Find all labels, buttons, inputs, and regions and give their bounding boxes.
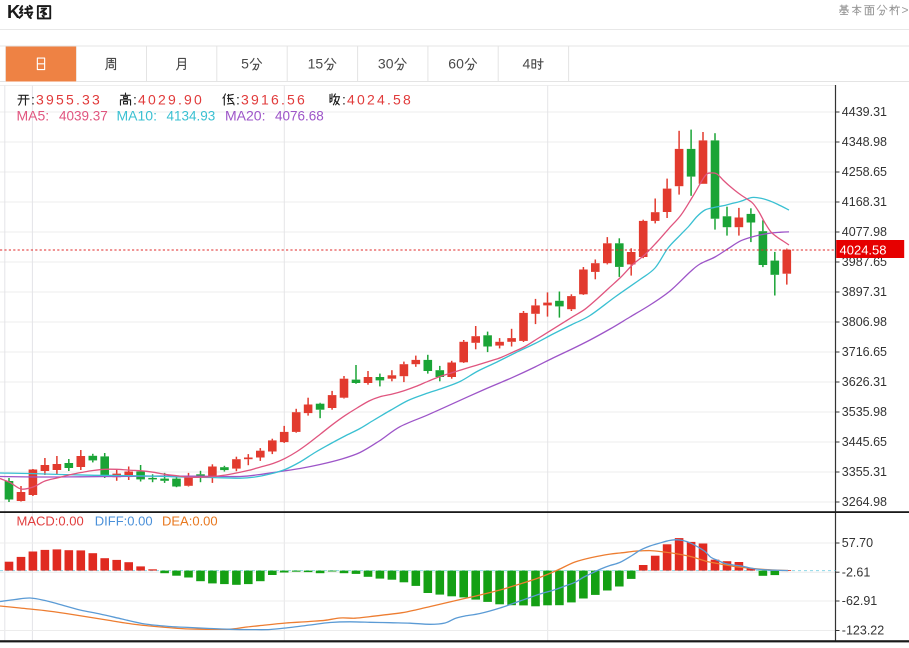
svg-text:3445.65: 3445.65 <box>842 435 887 449</box>
svg-text:4039.37: 4039.37 <box>59 109 108 124</box>
svg-text:-123.22: -123.22 <box>842 624 884 638</box>
svg-text:4348.98: 4348.98 <box>842 135 887 149</box>
svg-text:4439.31: 4439.31 <box>842 105 887 119</box>
svg-text:3806.98: 3806.98 <box>842 315 887 329</box>
svg-text:57.70: 57.70 <box>842 536 873 550</box>
svg-text:3535.98: 3535.98 <box>842 405 887 419</box>
svg-text:3916.56: 3916.56 <box>241 92 307 108</box>
svg-text:4168.31: 4168.31 <box>842 195 887 209</box>
svg-text:3264.98: 3264.98 <box>842 495 887 509</box>
svg-text:4077.98: 4077.98 <box>842 225 887 239</box>
svg-text:-62.91: -62.91 <box>842 594 877 608</box>
svg-text:3716.65: 3716.65 <box>842 345 887 359</box>
svg-text:MACD:0.00: MACD:0.00 <box>17 514 84 529</box>
svg-text:4029.90: 4029.90 <box>138 92 204 108</box>
svg-text:MA20:: MA20: <box>225 108 265 124</box>
svg-text:3897.31: 3897.31 <box>842 285 887 299</box>
svg-text:1: 1 <box>308 56 316 72</box>
svg-text:4024.58: 4024.58 <box>840 242 887 257</box>
svg-text:3955.33: 3955.33 <box>36 92 102 108</box>
svg-text:0: 0 <box>386 56 394 72</box>
svg-text:MA10:: MA10: <box>117 108 157 124</box>
svg-text:3626.31: 3626.31 <box>842 375 887 389</box>
svg-text:4134.93: 4134.93 <box>167 109 216 124</box>
svg-text:MA5:: MA5: <box>17 108 50 124</box>
svg-text:6: 6 <box>448 56 456 72</box>
svg-text:K: K <box>7 1 21 22</box>
svg-text::: : <box>342 92 346 108</box>
svg-text:0: 0 <box>456 56 464 72</box>
svg-text:DEA:0.00: DEA:0.00 <box>162 514 218 529</box>
svg-text::: : <box>133 92 137 108</box>
svg-text:5: 5 <box>241 56 249 72</box>
svg-text:3355.31: 3355.31 <box>842 465 887 479</box>
svg-text:4076.68: 4076.68 <box>275 109 324 124</box>
svg-text:3987.65: 3987.65 <box>842 255 887 269</box>
svg-text:>: > <box>902 3 909 17</box>
svg-text:4258.65: 4258.65 <box>842 165 887 179</box>
svg-text:DIFF:0.00: DIFF:0.00 <box>95 514 153 529</box>
svg-text:-2.61: -2.61 <box>842 565 871 579</box>
svg-text:4: 4 <box>523 56 531 72</box>
svg-text::: : <box>236 92 240 108</box>
svg-text:4024.58: 4024.58 <box>347 92 413 108</box>
svg-text:3: 3 <box>378 56 386 72</box>
svg-text::: : <box>31 92 35 108</box>
svg-text:5: 5 <box>315 56 323 72</box>
